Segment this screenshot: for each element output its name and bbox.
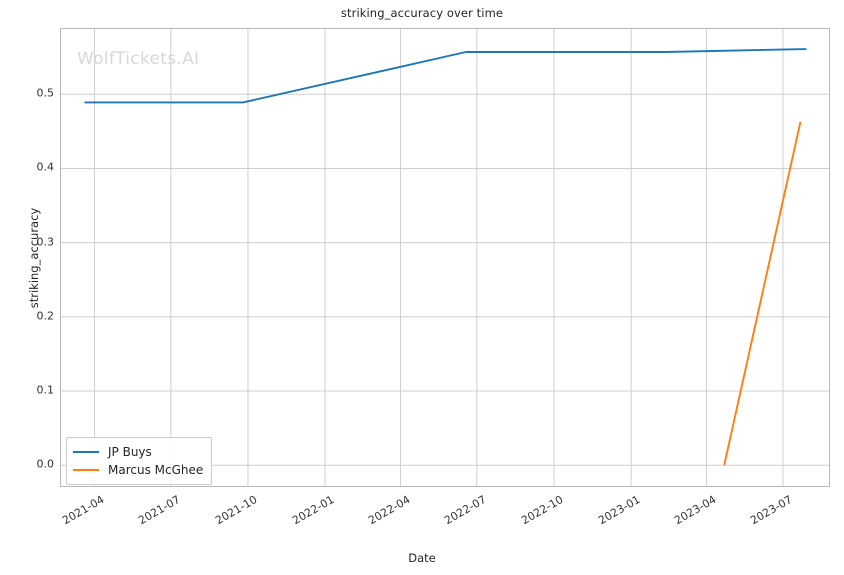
x-tick-label: 2022-10 <box>519 493 566 528</box>
x-tick-label: 2021-04 <box>59 493 106 528</box>
x-axis-label: Date <box>408 551 436 565</box>
plot-area: WolfTickets.AI <box>60 28 830 487</box>
x-tick-label: 2021-10 <box>213 493 260 528</box>
chart-legend: JP Buys Marcus McGhee <box>66 437 213 485</box>
x-tick-label: 2023-01 <box>596 493 643 528</box>
series-line-2 <box>723 121 802 466</box>
y-tick-label: 0.2 <box>36 309 55 323</box>
legend-color-swatch <box>73 469 99 471</box>
x-tick-label: 2022-01 <box>290 493 337 528</box>
series-line-1 <box>84 48 807 104</box>
x-tick-label: 2022-07 <box>442 493 489 528</box>
x-tick-label: 2022-04 <box>365 493 413 528</box>
legend-label: JP Buys <box>108 445 152 459</box>
legend-label: Marcus McGhee <box>108 463 204 477</box>
x-tick-label: 2021-07 <box>135 493 183 528</box>
y-axis-tick-labels: 0.0 0.1 0.2 0.3 0.4 0.5 <box>0 0 55 575</box>
y-tick-label: 0.0 <box>36 457 55 471</box>
x-tick-label: 2023-04 <box>671 493 719 528</box>
chart-title: striking_accuracy over time <box>340 6 504 20</box>
y-tick-label: 0.5 <box>36 86 55 100</box>
x-tick-label: 2023-07 <box>748 493 795 528</box>
legend-item[interactable]: JP Buys <box>73 443 203 461</box>
y-tick-label: 0.4 <box>36 160 55 174</box>
legend-color-swatch <box>73 451 99 453</box>
y-tick-label: 0.1 <box>36 383 55 397</box>
y-tick-label: 0.3 <box>36 235 55 249</box>
plot-canvas <box>61 29 829 486</box>
legend-item[interactable]: Marcus McGhee <box>73 461 203 479</box>
